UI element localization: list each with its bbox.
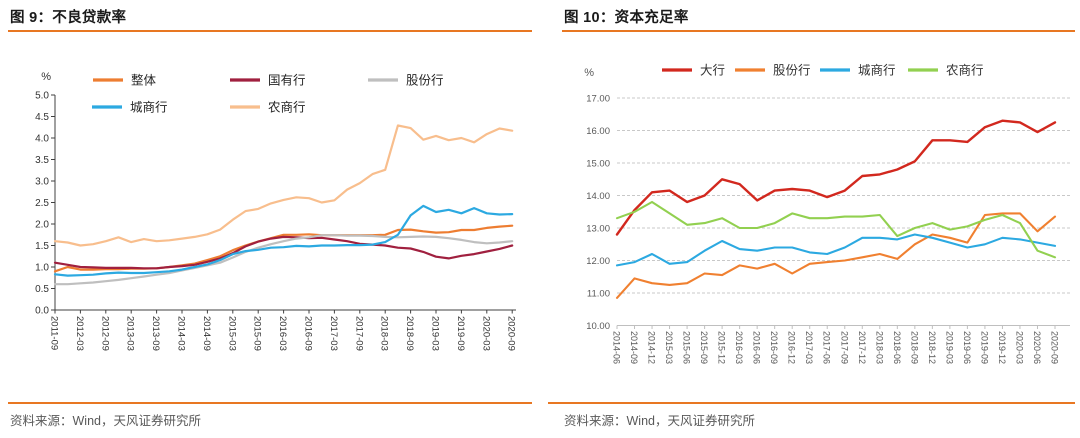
series-line-2	[53, 234, 514, 286]
y-tick-label: 1.5	[35, 241, 49, 252]
figure-9-title-rule	[8, 30, 532, 32]
legend-label-0: 整体	[131, 73, 157, 88]
x-tick-label: 2016-03	[734, 331, 744, 364]
x-tick-label: 2014-06	[612, 331, 622, 364]
x-tick-label: 2015-03	[664, 331, 674, 364]
x-tick-label: 2016-09	[769, 331, 779, 364]
legend-label-3: 农商行	[946, 63, 984, 78]
y-tick-label: 3.5	[35, 155, 49, 166]
series-line-2	[615, 233, 1057, 267]
x-tick-label: 2018-03	[874, 331, 884, 364]
legend-label-2: 城商行	[858, 63, 896, 78]
series-line-1	[615, 212, 1057, 299]
x-tick-label: 2011-09	[49, 316, 60, 350]
y-tick-label: 11.00	[587, 289, 610, 300]
legend-label-1: 国有行	[268, 74, 306, 88]
x-tick-label: 2015-06	[682, 331, 692, 364]
x-tick-label: 2019-12	[997, 331, 1007, 364]
x-tick-label: 2016-12	[787, 331, 797, 364]
x-tick-label: 2016-09	[303, 316, 314, 351]
y-tick-label: 0.0	[35, 306, 49, 317]
figure-10-chart: 10.00 11.00 12.00 13.00 14.00 15.00 16.00 17.00…	[584, 63, 1070, 364]
y-tick-label: 2.5	[35, 198, 49, 209]
series-line-0	[53, 224, 514, 273]
y-tick-label: 10.00	[586, 321, 610, 332]
figure-9-title: 图 9：不良贷款率	[10, 10, 127, 26]
figure-10-source-rule	[548, 402, 1075, 404]
x-tick-label: 2013-03	[125, 316, 136, 351]
y-tick-label: 4.5	[35, 112, 49, 123]
x-tick-label: 2019-09	[979, 331, 989, 364]
series-line-1	[53, 235, 514, 270]
x-tick-label: 2017-03	[328, 316, 339, 351]
y-tick-label: 12.00	[586, 256, 610, 267]
figure-10-title: 图 10：资本充足率	[564, 10, 689, 26]
x-tick-label: 2012-09	[99, 316, 110, 351]
x-tick-label: 2019-09	[455, 316, 466, 351]
figure-9-chart: 0.0 0.5 1.0 1.5 2.0 2.5 3.0 3.5 4.0 4.5 5.0 2011-09…	[35, 71, 517, 351]
figure-9-panel: 图 9：不良贷款率 0.0 0.5 1.0 1.5 2.0 2.5 3.0 3.5 4.0 4.5…	[8, 0, 532, 438]
legend-label-1: 股份行	[773, 64, 811, 78]
x-tick-label: 2018-03	[379, 316, 390, 351]
x-tick-label: 2019-06	[962, 331, 972, 364]
x-tick-label: 2014-12	[647, 331, 657, 364]
x-tick-label: 2018-06	[892, 331, 902, 364]
x-tick-label: 2016-06	[752, 331, 762, 364]
series-line-3	[53, 204, 514, 277]
x-tick-label: 2017-06	[822, 331, 832, 364]
x-tick-label: 2014-09	[201, 316, 212, 351]
series-line-4	[53, 124, 514, 247]
y-tick-label: 16.00	[586, 126, 610, 137]
x-tick-label: 2018-09	[909, 331, 919, 364]
y-axis-unit-label: %	[41, 71, 51, 83]
x-tick-label: 2016-03	[277, 316, 288, 351]
x-tick-label: 2015-09	[699, 331, 709, 364]
figure-9-source-rule	[8, 402, 532, 404]
y-axis-unit-label: %	[584, 67, 594, 79]
series-line-3	[615, 200, 1057, 259]
x-tick-label: 2017-09	[839, 331, 849, 364]
y-tick-label: 0.5	[35, 284, 49, 295]
x-tick-label: 2015-03	[226, 316, 237, 351]
legend-label-3: 城商行	[130, 100, 168, 115]
y-tick-label: 4.0	[35, 134, 49, 145]
y-tick-label: 2.0	[35, 220, 49, 231]
figure-10-panel: 图 10：资本充足率 10.00 11.00 12.00 13.00 14.00 15.0…	[548, 0, 1075, 438]
x-tick-label: 2015-12	[717, 331, 727, 364]
x-tick-label: 2020-09	[506, 316, 517, 351]
y-tick-label: 5.0	[35, 91, 49, 102]
x-tick-label: 2020-03	[480, 316, 491, 351]
legend-label-4: 农商行	[268, 100, 306, 115]
x-tick-label: 2013-09	[150, 316, 161, 351]
x-tick-label: 2019-03	[430, 316, 441, 351]
x-tick-label: 2014-03	[176, 316, 187, 351]
series-line-0	[615, 119, 1057, 236]
x-tick-label: 2017-03	[804, 331, 814, 364]
x-tick-label: 2017-12	[857, 331, 867, 364]
y-tick-label: 1.0	[35, 263, 49, 274]
x-tick-label: 2019-03	[944, 331, 954, 364]
legend-label-0: 大行	[700, 64, 725, 78]
x-tick-label: 2018-12	[927, 331, 937, 364]
x-tick-label: 2020-09	[1050, 331, 1060, 364]
x-tick-label: 2020-06	[1032, 331, 1042, 364]
x-tick-label: 2018-09	[404, 316, 415, 351]
y-tick-label: 14.00	[586, 191, 610, 202]
x-tick-label: 2014-09	[629, 331, 639, 364]
x-tick-label: 2020-03	[1014, 331, 1024, 364]
y-tick-label: 13.00	[586, 224, 610, 235]
x-tick-label: 2015-09	[252, 316, 263, 351]
x-tick-label: 2017-09	[353, 316, 364, 351]
y-tick-label: 3.0	[35, 177, 49, 188]
figure-10-source: 资料来源：Wind，天风证券研究所	[564, 414, 755, 428]
figure-10-title-rule	[562, 30, 1075, 32]
x-tick-label: 2012-03	[74, 316, 85, 351]
y-tick-label: 15.00	[586, 159, 610, 170]
legend-label-2: 股份行	[406, 74, 444, 88]
figure-9-source: 资料来源：Wind，天风证券研究所	[10, 414, 201, 428]
y-tick-label: 17.00	[586, 94, 610, 105]
